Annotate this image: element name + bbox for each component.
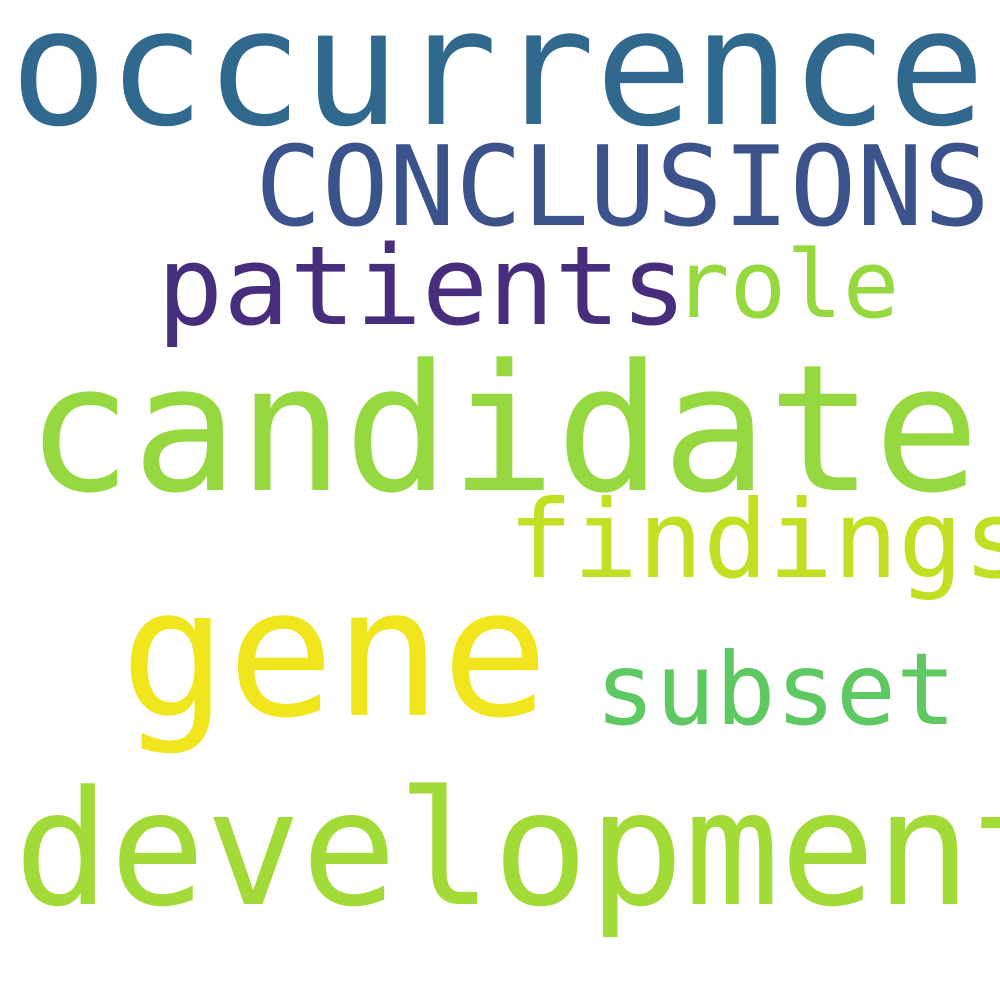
word-occurrence: occurrence <box>10 0 986 163</box>
word-gene: gene <box>120 550 549 757</box>
word-development: development <box>14 757 1000 942</box>
word-role: role <box>673 231 900 340</box>
word-candidate: candidate <box>26 327 980 532</box>
word-subset: subset <box>595 631 957 748</box>
word-patients: patients <box>157 222 687 350</box>
word-findings: findings <box>508 478 1000 603</box>
word-conclusions: CONCLUSIONS <box>255 123 991 252</box>
